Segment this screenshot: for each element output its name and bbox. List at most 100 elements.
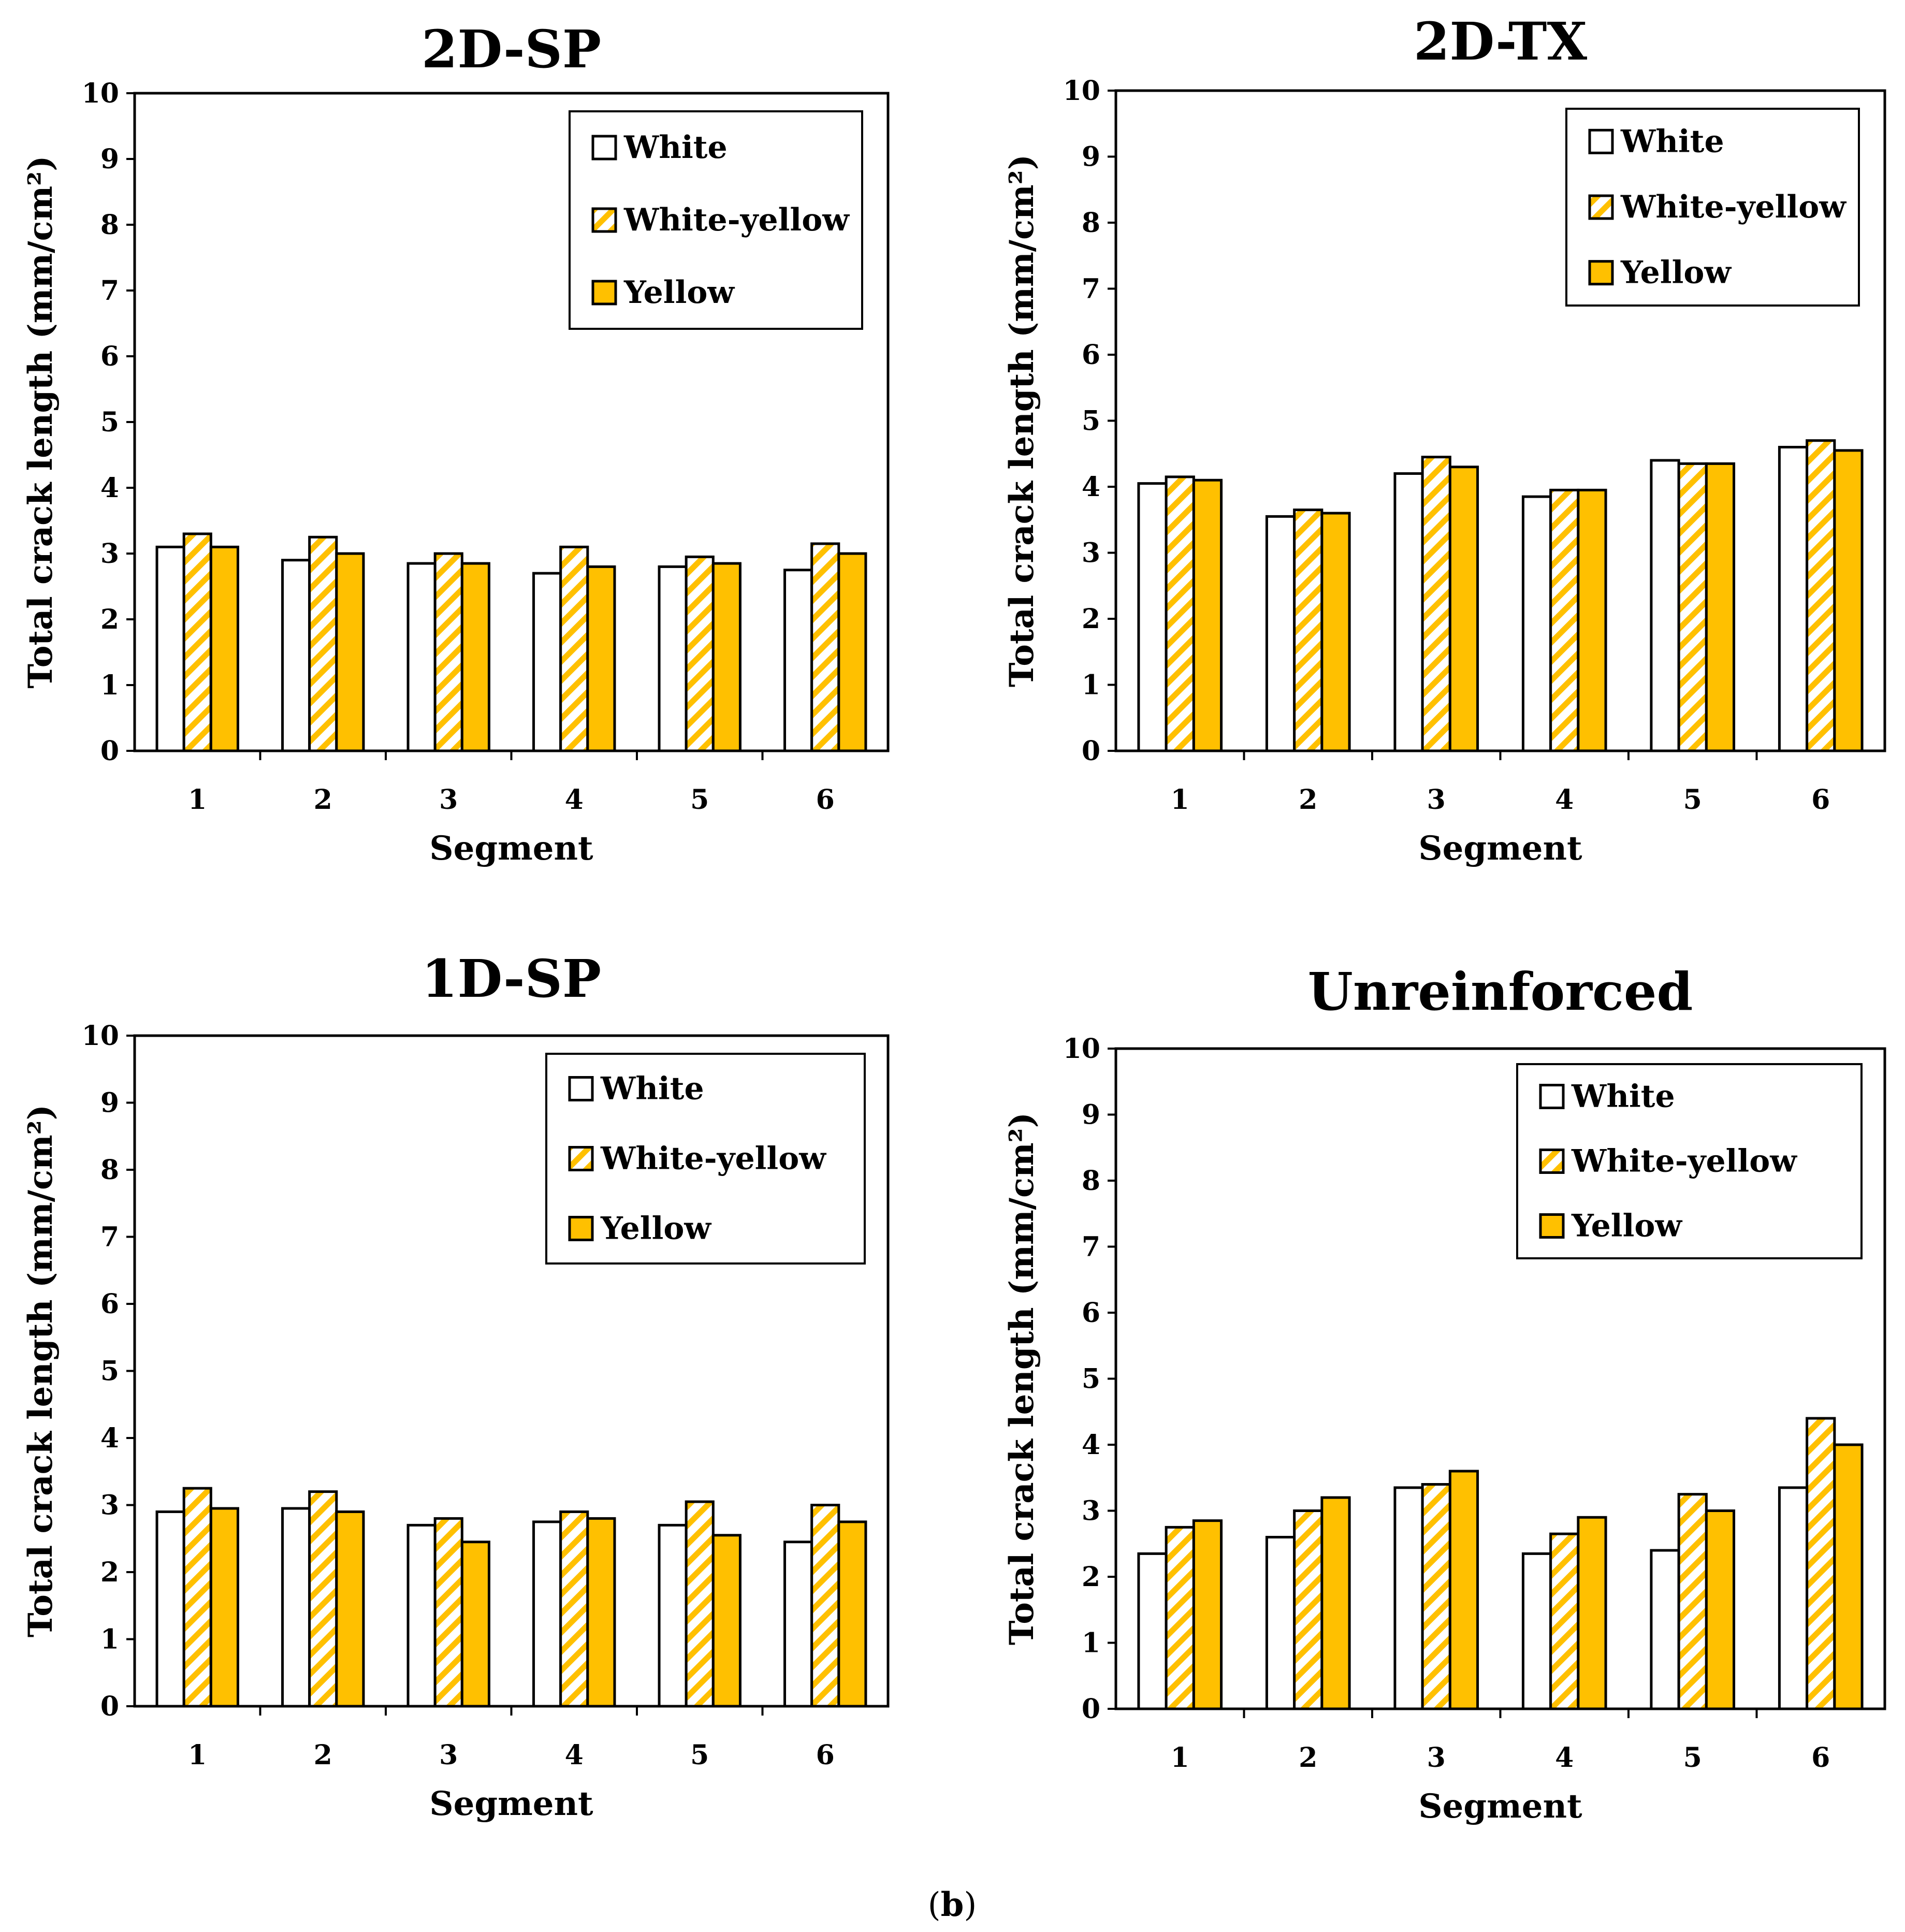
bar-hatched (559, 545, 589, 752)
bar-yellow (209, 545, 239, 752)
y-tick-label: 0 (100, 1691, 119, 1722)
bar-white (1265, 1536, 1296, 1710)
x-tick-label: 6 (1811, 784, 1830, 816)
y-tick-label: 9 (100, 143, 119, 175)
bar-yellow (1448, 1470, 1479, 1710)
legend-label: Yellow (1571, 1208, 1682, 1244)
y-tick-label: 4 (100, 1422, 119, 1454)
y-tick-label: 4 (100, 472, 119, 504)
legend-swatch-hatched (1588, 194, 1614, 220)
y-tick-label: 7 (1082, 273, 1100, 305)
x-tick-label: 2 (1299, 1742, 1317, 1774)
chart-1d-sp: 1D-SP 0 1 2 3 4 5 6 7 8 9 10 1 2 3 4 5 6 Segment Total crac… (21, 948, 890, 1823)
bar-yellow (1577, 488, 1607, 752)
figure-caption: (b) (928, 1885, 977, 1924)
bar-hatched (1549, 488, 1580, 752)
bar-yellow (1192, 478, 1223, 752)
y-tick-label: 0 (1082, 735, 1100, 767)
y-tick-label: 10 (82, 78, 119, 109)
legend-box (545, 1053, 866, 1265)
bar-yellow (1192, 1519, 1223, 1710)
bar-white (1393, 472, 1424, 752)
y-tick-label: 7 (100, 1222, 119, 1253)
x-tick-label: 1 (1171, 784, 1189, 816)
y-tick-label: 3 (100, 1490, 119, 1521)
bar-white (155, 1510, 185, 1708)
bar-white (1393, 1486, 1424, 1710)
y-axis-label: Total crack length (mm/cm²) (1002, 154, 1041, 687)
x-tick-label: 2 (314, 1739, 332, 1771)
bar-yellow (1320, 1496, 1351, 1710)
legend-label: White-yellow (623, 202, 850, 238)
bar-white (783, 1541, 813, 1708)
bar-white (658, 565, 688, 752)
y-tick-label: 3 (100, 538, 119, 570)
y-tick-label: 1 (100, 670, 119, 701)
x-tick-label: 3 (1427, 784, 1446, 816)
bar-hatched (182, 1487, 212, 1708)
legend-label: White (600, 1071, 704, 1107)
bar-yellow (1833, 449, 1864, 752)
x-tick-label: 1 (1171, 1742, 1189, 1774)
bar-yellow (1833, 1443, 1864, 1710)
bar-white (1778, 446, 1809, 752)
y-tick-label: 1 (1082, 670, 1100, 701)
legend-swatch-white (568, 1076, 594, 1101)
y-axis-label: Total crack length (mm/cm²) (1002, 1112, 1041, 1645)
bar-yellow (586, 565, 616, 752)
y-tick-label: 2 (1082, 603, 1100, 635)
bar-hatched (810, 1504, 840, 1708)
legend-box (569, 110, 863, 330)
bar-hatched (1421, 1483, 1451, 1710)
x-axis-label: Segment (429, 1784, 593, 1823)
bar-hatched (1806, 439, 1836, 752)
bar-hatched (308, 1490, 338, 1708)
caption-open-paren: ( (928, 1886, 941, 1924)
legend-label: White (1571, 1079, 1675, 1115)
bar-white (1137, 1552, 1168, 1710)
y-tick-label: 0 (1082, 1693, 1100, 1725)
caption-close-paren: ) (964, 1886, 977, 1924)
legend-label: Yellow (1620, 255, 1732, 291)
y-tick-label: 8 (100, 1154, 119, 1186)
bar-hatched (433, 1517, 463, 1708)
y-tick-label: 10 (1063, 1033, 1100, 1065)
bar-white (1650, 1549, 1680, 1710)
y-axis-label: Total crack length (mm/cm²) (21, 155, 60, 688)
bar-yellow (837, 1520, 867, 1708)
bar-yellow (586, 1517, 616, 1708)
x-tick-label: 5 (690, 784, 709, 816)
x-tick-label: 2 (1299, 784, 1317, 816)
x-tick-label: 1 (188, 784, 207, 816)
legend-box (1565, 108, 1860, 307)
bar-hatched (433, 552, 463, 752)
legend-swatch-white (1588, 128, 1614, 154)
legend-swatch-hatched (1539, 1149, 1565, 1174)
bar-white (1521, 495, 1552, 752)
x-axis-label: Segment (1418, 1787, 1582, 1826)
y-tick-label: 2 (1082, 1561, 1100, 1593)
legend-label: Yellow (623, 274, 735, 311)
legend-swatch-yellow (568, 1216, 594, 1241)
legend-label: White (1620, 123, 1724, 159)
bar-hatched (810, 542, 840, 752)
bar-yellow (711, 1534, 741, 1708)
bar-white (1521, 1552, 1552, 1710)
legend-label: White (623, 129, 728, 166)
y-tick-label: 6 (1082, 339, 1100, 371)
bar-yellow (1577, 1516, 1607, 1710)
x-tick-label: 6 (816, 1739, 835, 1771)
bar-hatched (685, 1500, 715, 1708)
legend-swatch-yellow (1539, 1213, 1565, 1239)
bar-yellow (335, 552, 365, 752)
y-tick-label: 3 (1082, 538, 1100, 569)
legend-swatch-yellow (1588, 260, 1614, 286)
bar-white (532, 1520, 562, 1708)
chart-title: Unreinforced (1308, 961, 1693, 1022)
bar-yellow (460, 562, 490, 752)
y-tick-label: 0 (100, 735, 119, 767)
x-tick-label: 6 (816, 784, 835, 816)
bar-white (281, 559, 311, 752)
y-tick-label: 6 (100, 341, 119, 372)
bar-white (281, 1507, 311, 1708)
